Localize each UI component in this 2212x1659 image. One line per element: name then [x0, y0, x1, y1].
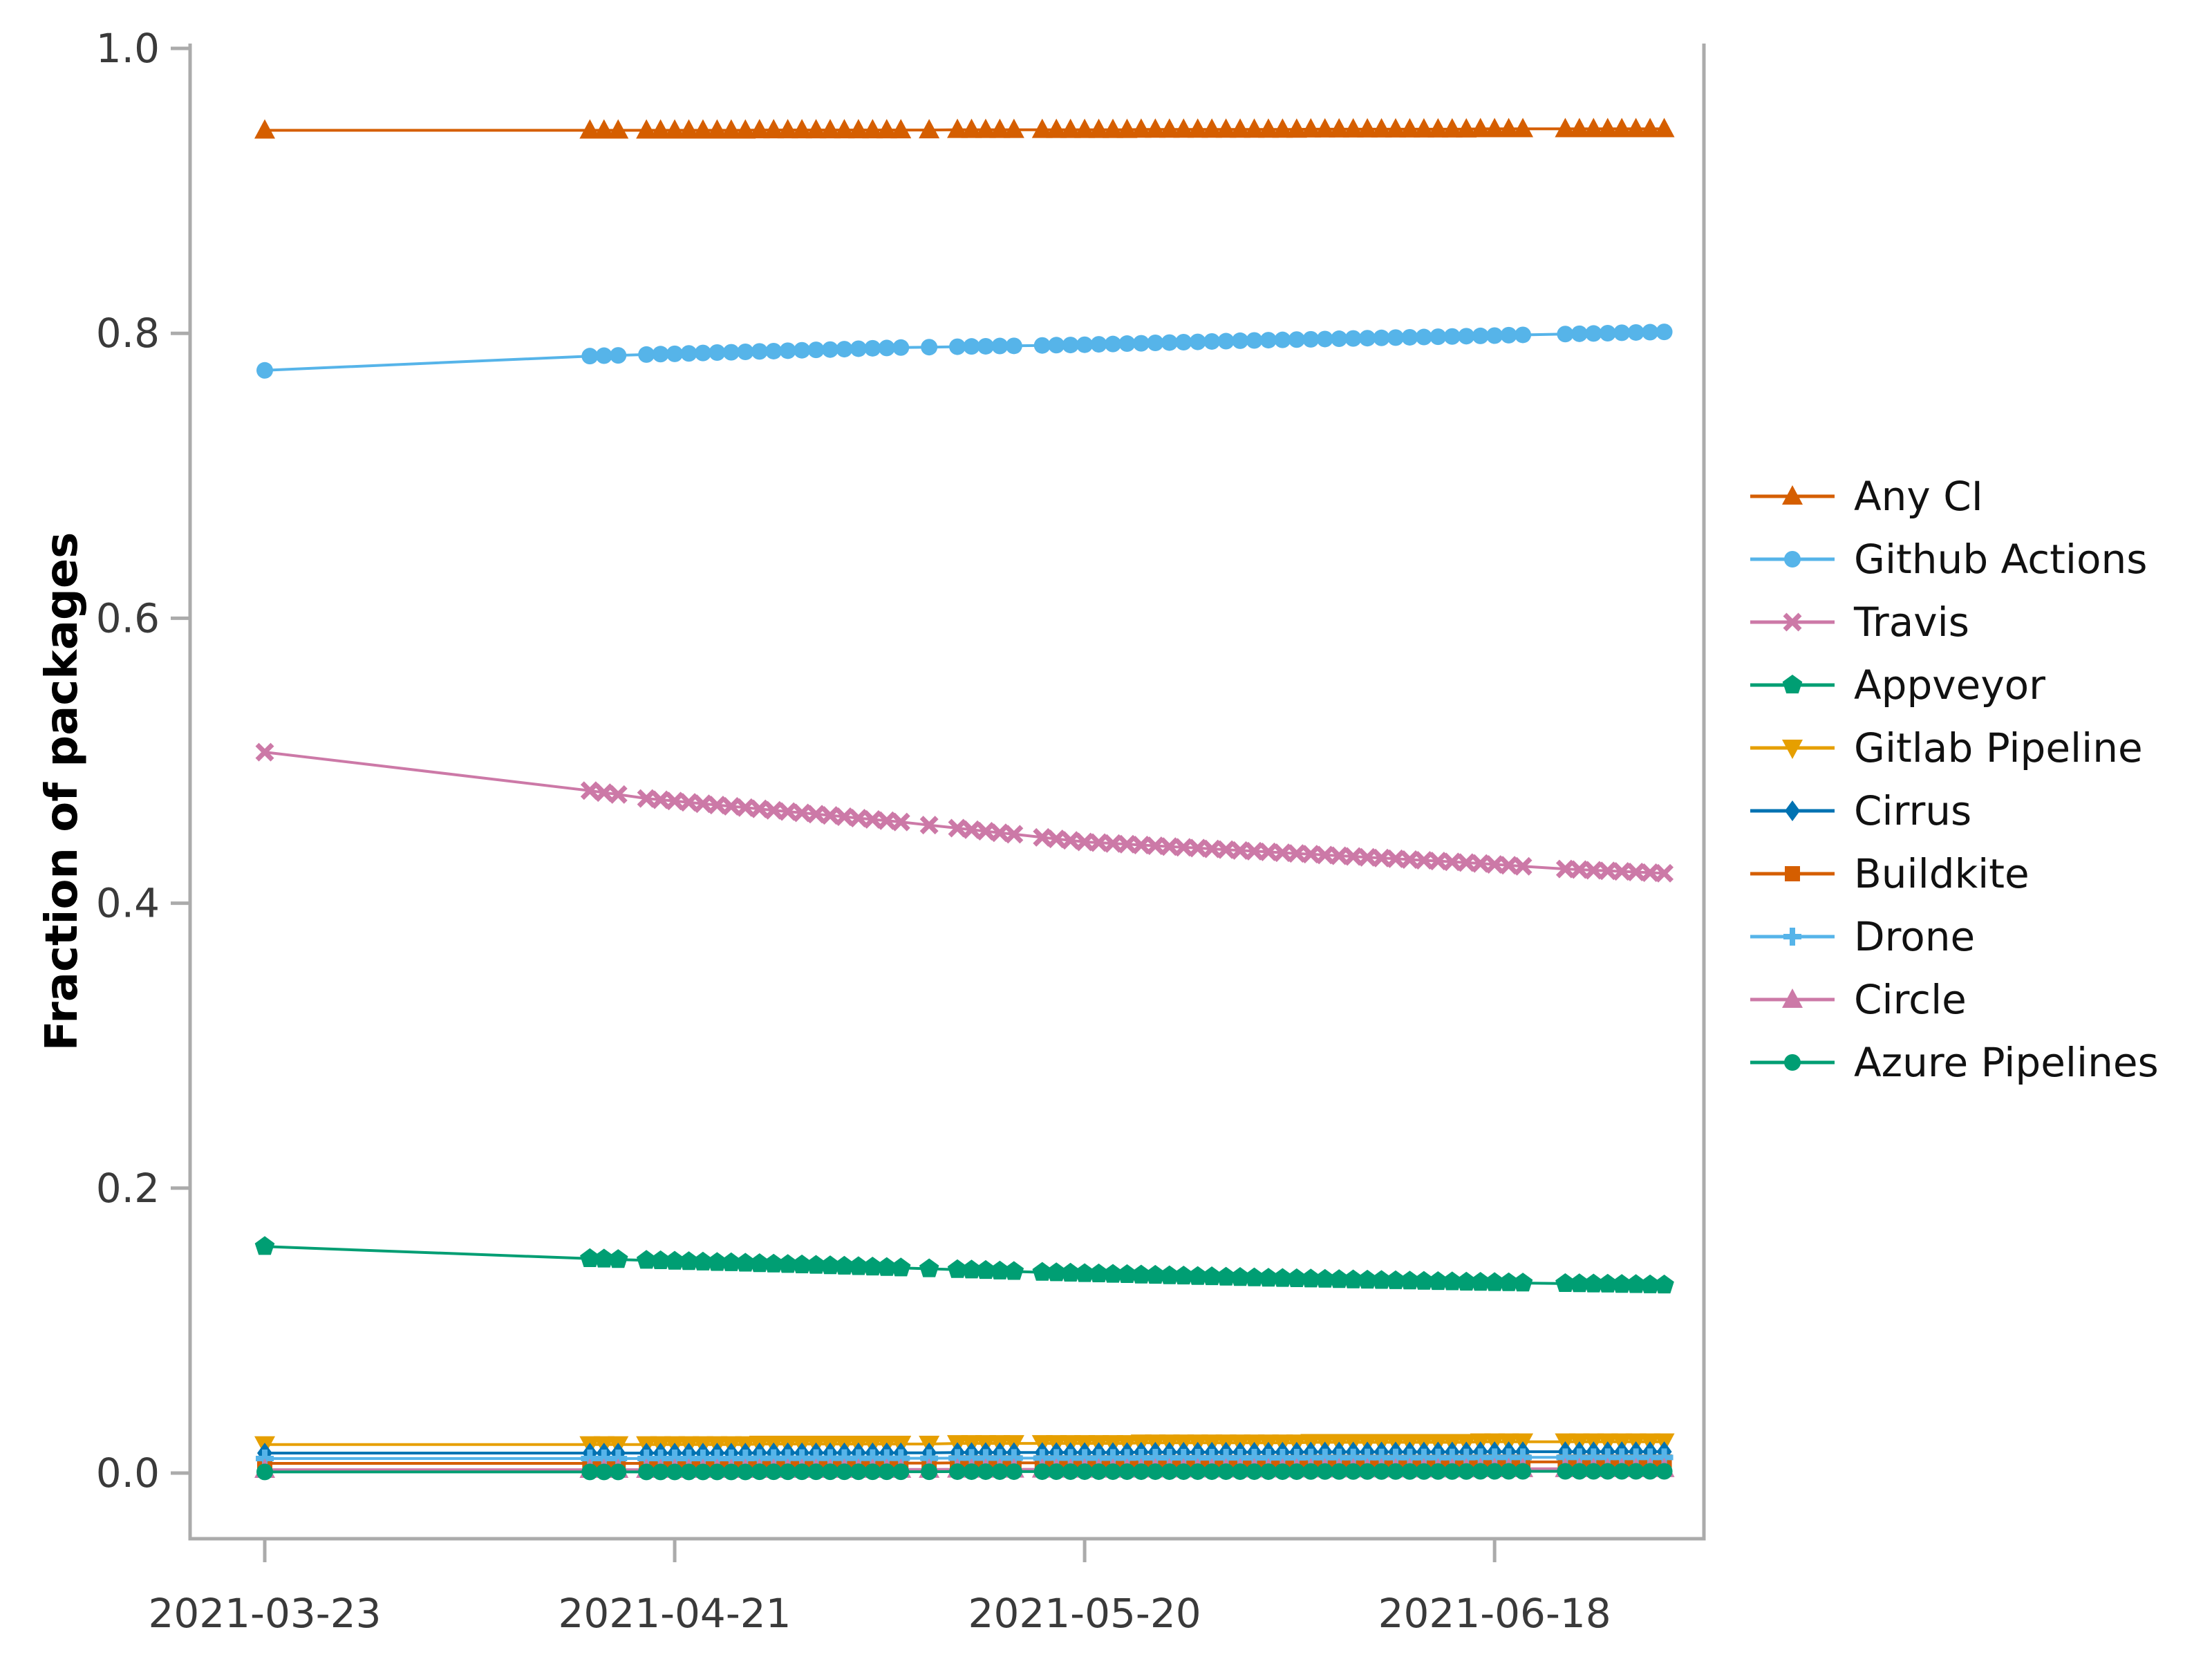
legend-item-any-ci: Any CI	[1747, 465, 2159, 527]
legend-item-circle: Circle	[1747, 968, 2159, 1031]
legend-marker-circle	[1750, 988, 1835, 1008]
legend-label-cirrus: Cirrus	[1854, 787, 1972, 834]
series-any-ci	[254, 118, 1675, 139]
series-github-actions	[256, 324, 1673, 379]
svg-text:2021-04-21: 2021-04-21	[559, 1590, 791, 1637]
legend-marker-github-actions	[1750, 550, 1835, 568]
legend-item-cirrus: Cirrus	[1747, 779, 2159, 842]
svg-text:0.8: 0.8	[96, 310, 160, 357]
svg-text:2021-05-20: 2021-05-20	[968, 1590, 1201, 1637]
legend-item-appveyor: Appveyor	[1747, 653, 2159, 716]
y-axis-label: Fraction of packages	[37, 532, 88, 1051]
legend-label-circle: Circle	[1854, 975, 1967, 1023]
legend-marker-appveyor	[1750, 674, 1835, 693]
legend-marker-azure-pipelines	[1750, 1053, 1835, 1071]
svg-text:0.4: 0.4	[96, 880, 160, 927]
legend-item-gitlab-pipeline: Gitlab Pipeline	[1747, 716, 2159, 779]
legend-label-github-actions: Github Actions	[1854, 535, 2148, 583]
svg-text:2021-03-23: 2021-03-23	[148, 1590, 381, 1637]
series-azure-pipelines	[256, 1463, 1673, 1481]
x-tick-labels: 2021-03-23 2021-04-21 2021-05-20 2021-06-18	[148, 1539, 1611, 1637]
legend-label-appveyor: Appveyor	[1854, 661, 2045, 709]
svg-text:0.2: 0.2	[96, 1165, 160, 1212]
legend-label-travis: Travis	[1854, 598, 1969, 646]
legend-label-drone: Drone	[1854, 912, 1976, 960]
legend-marker-cirrus	[1750, 800, 1835, 821]
svg-text:1.0: 1.0	[96, 25, 160, 72]
axes-spines	[188, 44, 1706, 1541]
legend-label-any-ci: Any CI	[1854, 472, 1983, 520]
legend-item-travis: Travis	[1747, 590, 2159, 653]
legend-item-drone: Drone	[1747, 905, 2159, 968]
legend-label-azure-pipelines: Azure Pipelines	[1854, 1038, 2159, 1086]
svg-text:0.0: 0.0	[96, 1450, 160, 1497]
legend-label-buildkite: Buildkite	[1854, 850, 2030, 897]
series-appveyor	[254, 1236, 1674, 1294]
legend: Any CI Github Actions Travis Appveyor Gi…	[1747, 465, 2159, 1094]
series-travis	[255, 742, 1674, 883]
svg-text:0.6: 0.6	[96, 594, 160, 641]
legend-marker-any-ci	[1750, 485, 1835, 505]
legend-item-github-actions: Github Actions	[1747, 527, 2159, 590]
svg-text:2021-06-18: 2021-06-18	[1378, 1590, 1611, 1637]
legend-marker-drone	[1750, 927, 1835, 946]
legend-label-gitlab-pipeline: Gitlab Pipeline	[1854, 724, 2143, 771]
legend-marker-travis	[1750, 612, 1835, 631]
legend-marker-gitlab-pipeline	[1750, 739, 1835, 759]
legend-marker-buildkite	[1750, 865, 1835, 881]
legend-item-azure-pipelines: Azure Pipelines	[1747, 1031, 2159, 1094]
legend-item-buildkite: Buildkite	[1747, 842, 2159, 905]
y-tick-labels: 0.0 0.2 0.4 0.6 0.8 1.0	[96, 25, 190, 1497]
